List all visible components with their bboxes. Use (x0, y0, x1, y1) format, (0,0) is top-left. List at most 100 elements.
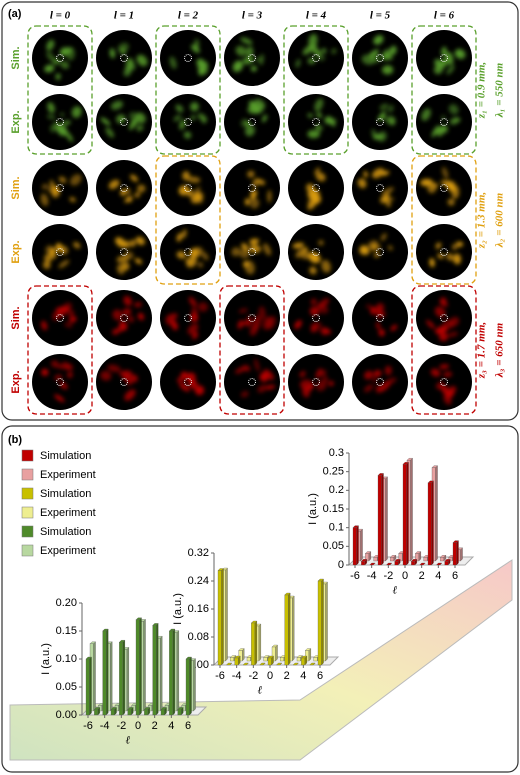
bar (143, 707, 151, 716)
intensity-lobe (172, 313, 178, 319)
bar-front (110, 709, 115, 716)
intensity-lobe (375, 385, 382, 393)
bar (364, 551, 372, 562)
bar-front (296, 657, 301, 662)
bar-side (321, 578, 324, 666)
intensity-lobe (373, 252, 380, 258)
bar (452, 540, 459, 566)
beam-image (288, 94, 344, 150)
legend-swatch (21, 544, 34, 557)
highlight-box (155, 25, 221, 155)
intensity-lobe (315, 172, 326, 182)
y-axis-label: I (a.u.) (307, 493, 319, 525)
intensity-lobe (185, 258, 191, 268)
bar (410, 558, 418, 566)
intensity-lobe (193, 42, 200, 50)
center-marker (248, 54, 256, 62)
bar-front (427, 482, 432, 566)
bar-front (251, 622, 255, 666)
intensity-lobe (447, 198, 455, 206)
bar-front (402, 464, 407, 566)
beam-pattern (295, 33, 337, 68)
highlight-box (283, 25, 349, 155)
beam-pattern (420, 166, 460, 206)
legend-label: Simulation (40, 488, 91, 500)
column-header: l = 4 (306, 10, 327, 22)
center-marker (440, 378, 448, 386)
bar (309, 662, 316, 666)
bar (304, 648, 312, 662)
intensity-lobe (445, 52, 454, 66)
beam-image (96, 30, 152, 86)
intensity-lobe (41, 320, 48, 331)
intensity-lobe (191, 380, 196, 385)
beam-image (224, 160, 280, 216)
intensity-lobe (182, 171, 190, 181)
bar-side (431, 480, 434, 566)
beam-pattern (357, 168, 395, 208)
legend-swatch (21, 468, 34, 481)
beam-image (416, 94, 472, 150)
x-tick-label: -2 (383, 570, 393, 582)
y-tick-label: 0.20 (56, 597, 77, 609)
intensity-lobe (130, 174, 139, 182)
intensity-lobe (241, 243, 249, 251)
panel-label: (b) (8, 434, 22, 446)
intensity-lobe (451, 184, 460, 199)
bar-side (258, 623, 261, 662)
x-tick-label: 4 (168, 720, 174, 732)
beam-pattern (426, 297, 460, 342)
intensity-lobe (307, 130, 320, 139)
intensity-lobe (198, 302, 208, 312)
y-tick-label: 0.00 (56, 709, 77, 721)
intensity-lobe (250, 65, 257, 72)
bar (234, 655, 241, 666)
intensity-lobe (187, 176, 201, 183)
intensity-lobe (71, 106, 82, 118)
intensity-lobe (237, 320, 244, 329)
bar-side (292, 595, 295, 662)
intensity-lobe (187, 323, 199, 335)
intensity-lobe (439, 297, 447, 306)
intensity-lobe (447, 331, 459, 338)
center-marker (56, 184, 64, 192)
bar (118, 639, 126, 716)
intensity-lobe (193, 185, 201, 198)
beam-pattern (40, 174, 82, 207)
bar-side (106, 628, 109, 716)
beam-image (352, 94, 408, 150)
x-tick-label: -2 (248, 670, 258, 682)
bar-top (225, 662, 233, 666)
bar-side (356, 525, 359, 566)
intensity-lobe (127, 61, 132, 66)
bar-top (292, 662, 299, 666)
intensity-lobe (373, 35, 384, 45)
intensity-lobe (61, 361, 69, 370)
intensity-lobe (176, 251, 187, 259)
intensity-lobe (309, 306, 319, 316)
x-tick-label: -4 (232, 670, 242, 682)
intensity-lobe (68, 310, 75, 316)
intensity-lobe (441, 180, 456, 187)
center-marker (120, 314, 128, 322)
intensity-lobe (377, 111, 386, 122)
intensity-lobe (379, 103, 389, 111)
intensity-lobe (50, 360, 60, 368)
center-marker (248, 118, 256, 126)
row-label: Sim. (10, 306, 22, 329)
intensity-lobe (243, 260, 249, 268)
intensity-lobe (122, 308, 132, 316)
intensity-lobe (135, 236, 146, 246)
intensity-lobe (379, 381, 391, 392)
bar-front (160, 709, 165, 716)
y-tick-label: 0.25 (323, 466, 344, 478)
beam-pattern (115, 236, 146, 275)
intensity-lobe (255, 57, 261, 62)
bar (185, 656, 192, 716)
beam-pattern (173, 102, 207, 139)
intensity-lobe (441, 46, 447, 57)
bar-front (411, 561, 415, 566)
intensity-lobe (390, 324, 398, 331)
center-marker (440, 54, 448, 62)
bar-side (89, 656, 92, 716)
